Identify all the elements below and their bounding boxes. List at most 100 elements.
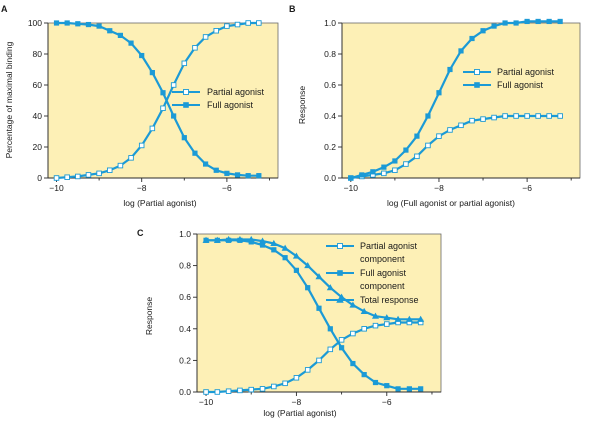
panel-a-x-tick-label: −6 [222,183,232,193]
panel-c-y-tick-label: 0.2 [179,355,191,365]
panel-b-y-tick-label: 0.0 [324,173,336,183]
panel-a-legend-label-partial: Partial agonist [207,87,265,97]
panel-a-legend-marker-1 [183,102,189,108]
panel-a-series-1-point [85,21,92,28]
panel-a-series-0-point [234,21,241,28]
panel-c-series-1-point [305,285,311,291]
panel-c-series-2-point [247,235,255,243]
panel-a-legend-label-full: Full agonist [207,100,254,110]
panel-a-series-1-point [64,20,70,26]
panel-b-x-tick-label: −8 [434,183,444,193]
panel-c-y-axis-title: Response [144,297,154,336]
panel-b-series-0-point [392,167,398,173]
panel-c-series-0-point [214,389,221,395]
panel-b-legend-marker-1 [474,82,480,88]
panel-b-legend-label-partial: Partial agonist [497,67,555,77]
panel-b-legend-label-full: Full agonist [497,80,544,90]
panel-b-x-axis-title: log (Full agonist or partial agonist) [387,198,515,208]
panel-a-series-0-point [192,45,198,51]
panel-c-y-tick-label: 0.8 [179,261,191,271]
panel-c-y-tick-label: 0.6 [179,292,191,302]
panel-c-series-0-point [361,326,367,332]
panel-b-series-0-point [469,117,475,124]
panel-c-series-0-point [327,346,334,353]
panel-c-x-axis-title: log (Partial agonist) [263,408,336,418]
panel-b-series-0-point [480,116,486,122]
panel-c-series-2-point [417,315,425,322]
panel-b-series-1-point [414,133,420,139]
panel-b-series-1-point [469,35,475,42]
panel-b-series-1-point [447,66,453,73]
panel-b-series-0-point [425,142,431,149]
panel-b-series-0-point [414,153,420,160]
panel-c-series-2-point [326,284,334,291]
panel-b-series-0-point [502,113,508,119]
panel-a-series-0-point [181,60,188,67]
panel-a-y-tick-label: 0 [37,173,42,183]
panel-c-series-2-point [315,273,323,280]
panel-c-series-2-point [292,252,300,259]
panel-b-series-0-point [381,170,387,177]
panel-c-series-2-point [394,315,402,322]
panel-b-plot-area [341,22,581,179]
panel-b-series-1-point [491,23,497,29]
panel-c-series-2-point [383,314,391,321]
panel-a-y-tick-label: 100 [28,18,42,28]
panel-c-series-1-point [418,386,424,392]
panel-c-letter: C [137,228,144,238]
panel-c-series-2-point [225,235,233,243]
panel-c-legend-label-wrap-0: component [360,254,405,264]
panel-a-legend-marker-0 [183,89,189,95]
panel-a-y-tick-label: 20 [33,142,43,152]
panel-b-series-0-point [447,127,453,133]
panel-b-series-1-point [381,164,387,170]
panel-a-series-0-point [170,82,177,88]
panel-c-series-1-point [316,305,322,311]
panel-b-series-1-point [513,20,519,26]
panel-b-y-tick-label: 0.4 [324,111,336,121]
panel-c-series-1-point [395,386,401,392]
panel-c-series-0-point [338,337,345,343]
panel-c-series-0-point [248,386,254,393]
panel-a-series-0-point [245,20,251,26]
panel-a-series-0-point [202,34,209,40]
panel-b-letter: B [289,4,296,14]
panel-a-x-tick-label: −10 [49,183,64,193]
panel-c-legend-marker-2 [336,296,344,303]
panel-b-series-0-point [535,113,541,119]
panel-a-plot-area [47,22,279,179]
panel-a-series-0-point [138,142,145,149]
panel-b-series-1-point [370,169,376,175]
panel-c-series-1-point [327,326,333,332]
panel-a-series-1-point [160,90,166,96]
panel-c-series-2-point [304,262,312,269]
panel-c-series-0-point [225,388,232,394]
panel-b-series-1-point [392,158,398,164]
panel-c-series-1-point [282,255,288,261]
panel-b-series-1-point [546,18,552,25]
panel-c: C Response log (Partial agonist) [137,228,442,418]
panel-c-series-0-point [316,357,322,364]
panel-b-series-1-point [502,20,508,26]
panel-a-series-1-point [234,172,241,178]
panel-a-series-1-point [107,28,113,34]
panel-b-series-1-point [557,18,563,25]
panel-b-series-1-point [480,28,486,34]
panel-a-series-1-point [202,161,209,167]
panel-c-y-tick-label: 0.4 [179,324,191,334]
panel-b-series-1-point [348,175,354,181]
panel-b-y-tick-label: 1.0 [324,18,336,28]
panel-c-legend-label-full: Full agonist [360,268,407,278]
panel-b-series-0-point [491,114,497,121]
panel-a-series-1-point [256,173,262,179]
panel-c-x-tick-label: −10 [199,397,214,407]
panel-c-series-0-point [304,367,311,373]
panel-a-series-0-point [160,105,166,111]
panel-b-series-0-point [513,113,519,119]
panel-b-series-1-point [403,147,409,153]
panel-a-series-1-point [181,135,187,141]
panel-c-series-2-point [236,235,244,243]
panel-a-legend: Partial agonist Full agonist [207,87,265,110]
panel-a-series-1-point [117,32,124,38]
